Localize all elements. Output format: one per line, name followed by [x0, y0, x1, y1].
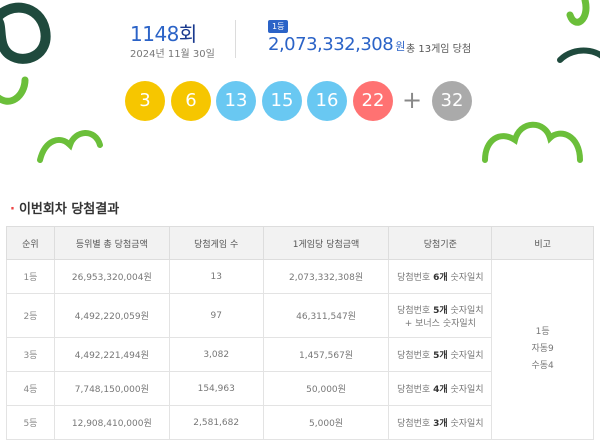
draw-result-header: 1148회 2024년 11월 30일 1등 2,073,332,308 원 총 … [0, 0, 600, 160]
cell-total: 4,492,220,059원 [53, 293, 170, 338]
cell-games: 97 [168, 293, 264, 338]
table-row: 5등 12,908,410,000원 2,581,682 5,000원 당첨번호… [6, 405, 594, 440]
header-remark: 비고 [491, 226, 594, 260]
cell-criteria: 당첨번호 4개 숫자일치 [388, 371, 493, 406]
cell-per-game: 1,457,567원 [262, 337, 390, 372]
decorative-swirl-right [566, 0, 590, 26]
section-title: · 이번회차 당첨결과 [10, 202, 120, 217]
cell-rank: 1등 [6, 259, 55, 294]
cell-rank: 4등 [6, 371, 55, 406]
cell-per-game: 50,000원 [262, 371, 390, 406]
bonus-plus-sign: + [402, 86, 423, 114]
table-row: 2등 4,492,220,059원 97 46,311,547원 당첨번호 5개… [6, 293, 594, 338]
table-row: 1등 26,953,320,004원 13 2,073,332,308원 당첨번… [6, 259, 594, 440]
cell-total: 7,748,150,000원 [53, 371, 170, 406]
decorative-loop-shape [0, 2, 51, 64]
decorative-background [0, 0, 600, 163]
cell-rank: 2등 [6, 293, 55, 338]
winning-ball-3: 13 [216, 81, 256, 121]
cell-per-game: 2,073,332,308원 [262, 259, 390, 294]
section-bullet: · [10, 202, 15, 217]
cell-criteria: 당첨번호 5개 숫자일치 [388, 337, 493, 372]
cell-games: 13 [168, 259, 264, 294]
header-winning-games: 당첨게임 수 [168, 226, 264, 260]
bonus-ball: 32 [432, 81, 472, 121]
table-row: 4등 7,748,150,000원 154,963 50,000원 당첨번호 4… [6, 371, 594, 406]
draw-date: 2024년 11월 30일 [130, 49, 215, 60]
winning-ball-2: 6 [171, 81, 211, 121]
header-divider [235, 20, 236, 58]
table-row: 3등 4,492,221,494원 3,082 1,457,567원 당첨번호 … [6, 337, 594, 372]
first-prize-badge: 1등 [268, 20, 289, 33]
header-criteria: 당첨기준 [388, 226, 493, 260]
decorative-cloud-right [482, 121, 583, 163]
header-per-game-amount: 1게임당 당첨금액 [262, 226, 390, 260]
table-header-row: 순위 등위별 총 당첨금액 당첨게임 수 1게임당 당첨금액 당첨기준 비고 [6, 226, 594, 260]
decorative-cloud-left [37, 130, 103, 163]
cell-per-game: 46,311,547원 [262, 293, 390, 338]
cell-total: 26,953,320,004원 [53, 259, 170, 294]
first-prize-winners: 총 13게임 당첨 [406, 44, 472, 55]
cell-remark: 1등 자동9 수동4 [491, 259, 594, 440]
cell-criteria: 당첨번호 6개 숫자일치 [388, 259, 493, 294]
decorative-hook-right [557, 47, 600, 63]
cell-total: 4,492,221,494원 [53, 337, 170, 372]
header-rank: 순위 [6, 226, 55, 260]
winning-ball-1: 3 [125, 81, 165, 121]
prize-results-table: 순위 등위별 총 당첨금액 당첨게임 수 1게임당 당첨금액 당첨기준 비고 1… [6, 226, 594, 440]
cell-games: 2,581,682 [168, 405, 264, 440]
draw-number: 1148회 [130, 22, 197, 46]
cell-rank: 3등 [6, 337, 55, 372]
cell-games: 3,082 [168, 337, 264, 372]
cell-rank: 5등 [6, 405, 55, 440]
header-total-amount: 등위별 총 당첨금액 [53, 226, 170, 260]
cell-criteria: 당첨번호 5개 숫자일치 + 보너스 숫자일치 [388, 293, 493, 338]
winning-ball-4: 15 [262, 81, 302, 121]
cell-criteria: 당첨번호 3개 숫자일치 [388, 405, 493, 440]
cell-games: 154,963 [168, 371, 264, 406]
winning-ball-5: 16 [307, 81, 347, 121]
cell-total: 12,908,410,000원 [53, 405, 170, 440]
cell-per-game: 5,000원 [262, 405, 390, 440]
first-prize-amount: 2,073,332,308 원 [268, 34, 405, 55]
winning-ball-6: 22 [353, 81, 393, 121]
decorative-curl-shape [0, 76, 29, 105]
